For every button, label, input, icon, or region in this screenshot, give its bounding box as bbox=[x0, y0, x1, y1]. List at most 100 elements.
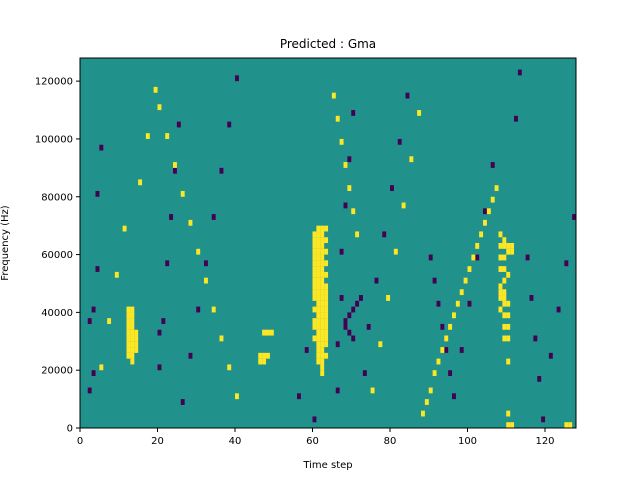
heatmap-cell-high bbox=[99, 364, 104, 371]
heatmap-cell-high bbox=[126, 306, 131, 313]
heatmap-cell-high bbox=[316, 358, 321, 365]
heatmap-cell-low bbox=[165, 260, 170, 267]
heatmap-cell-high bbox=[498, 306, 503, 313]
heatmap-cell-high bbox=[316, 271, 321, 278]
heatmap-cell-low bbox=[180, 399, 185, 405]
heatmap-cell-high bbox=[180, 190, 185, 197]
heatmap-cell-low bbox=[188, 352, 193, 359]
heatmap-cell-high bbox=[506, 335, 511, 342]
heatmap-cell-high bbox=[312, 306, 317, 313]
heatmap-cell-high bbox=[126, 335, 131, 342]
heatmap-cell-low bbox=[343, 318, 348, 324]
heatmap-cell-high bbox=[316, 254, 321, 261]
x-tick-label: 0 bbox=[77, 436, 83, 447]
heatmap-cell-high bbox=[320, 323, 325, 330]
heatmap-cell-high bbox=[266, 329, 270, 336]
heatmap-cell-high bbox=[324, 312, 329, 319]
heatmap-cell-high bbox=[502, 312, 507, 319]
heatmap-cell-high bbox=[401, 202, 406, 209]
heatmap-cell-low bbox=[362, 370, 367, 377]
heatmap-cell-high bbox=[568, 422, 573, 429]
heatmap-cell-high bbox=[320, 312, 325, 319]
heatmap-cell-low bbox=[382, 231, 387, 238]
heatmap-cell-high bbox=[266, 352, 270, 359]
heatmap-cell-high bbox=[227, 364, 232, 371]
y-tick-label: 60000 bbox=[41, 250, 73, 261]
heatmap-cell-high bbox=[502, 300, 507, 307]
heatmap-cell-high bbox=[316, 237, 321, 244]
heatmap-cell-high bbox=[498, 295, 503, 301]
heatmap-cell-high bbox=[312, 266, 317, 272]
heatmap-cell-high bbox=[316, 243, 321, 249]
heatmap-cell-low bbox=[397, 138, 402, 145]
heatmap-cell-low bbox=[343, 202, 348, 209]
heatmap-cell-low bbox=[91, 370, 96, 377]
heatmap-cell-high bbox=[502, 237, 507, 244]
heatmap-cell-high bbox=[564, 422, 569, 429]
heatmap-cell-high bbox=[130, 306, 135, 313]
heatmap-cell-high bbox=[320, 266, 325, 272]
heatmap-cell-low bbox=[556, 306, 561, 313]
y-tick-label: 0 bbox=[67, 424, 73, 435]
heatmap-cell-high bbox=[320, 248, 325, 255]
heatmap-cell-low bbox=[87, 318, 92, 324]
heatmap-cell-high bbox=[428, 387, 433, 394]
x-tick-label: 40 bbox=[229, 436, 242, 447]
heatmap-cell-low bbox=[335, 341, 340, 348]
heatmap-cell-high bbox=[235, 393, 239, 400]
heatmap-cell-low bbox=[95, 266, 100, 272]
x-tick-label: 100 bbox=[458, 436, 477, 447]
heatmap-cell-high bbox=[471, 254, 476, 261]
heatmap-cell-high bbox=[324, 300, 329, 307]
heatmap-cell-high bbox=[157, 104, 162, 111]
x-axis-label: Time step bbox=[302, 460, 352, 471]
heatmap-cell-high bbox=[320, 364, 325, 371]
heatmap-cell-high bbox=[506, 243, 511, 249]
heatmap-cell-low bbox=[537, 375, 542, 382]
heatmap-cell-low bbox=[541, 416, 546, 423]
heatmap-cell-high bbox=[320, 283, 325, 290]
heatmap-cell-high bbox=[316, 300, 321, 307]
heatmap-cell-low bbox=[347, 312, 352, 319]
heatmap-cell-high bbox=[490, 196, 495, 203]
heatmap-cell-high bbox=[312, 260, 317, 267]
heatmap-cell-high bbox=[316, 231, 321, 238]
heatmap-cell-high bbox=[320, 347, 325, 353]
heatmap-cell-high bbox=[436, 358, 441, 365]
heatmap-cell-low bbox=[475, 254, 480, 261]
heatmap-cell-high bbox=[506, 410, 511, 417]
heatmap-cell-low bbox=[467, 300, 472, 307]
heatmap-cell-high bbox=[347, 185, 352, 192]
heatmap-cell-high bbox=[316, 318, 321, 324]
heatmap-cell-high bbox=[444, 335, 449, 342]
heatmap-cell-high bbox=[262, 352, 267, 359]
heatmap-cell-high bbox=[312, 323, 317, 330]
heatmap-cell-high bbox=[506, 271, 511, 278]
heatmap-cell-high bbox=[130, 335, 135, 342]
heatmap-cell-high bbox=[459, 289, 464, 296]
heatmap-cell-high bbox=[312, 243, 317, 249]
heatmap-cell-high bbox=[188, 219, 193, 226]
heatmap-cell-high bbox=[378, 341, 383, 348]
heatmap-cell-high bbox=[506, 300, 511, 307]
heatmap-cell-low bbox=[405, 92, 410, 99]
heatmap-cell-high bbox=[432, 370, 437, 377]
heatmap-cell-low bbox=[157, 364, 162, 371]
heatmap-cell-high bbox=[269, 329, 274, 336]
heatmap-cell-high bbox=[502, 243, 507, 249]
heatmap-cell-high bbox=[506, 323, 511, 330]
y-tick-label: 20000 bbox=[41, 366, 73, 377]
heatmap-cell-high bbox=[335, 115, 340, 122]
heatmap-cell-high bbox=[312, 237, 317, 244]
heatmap-cell-high bbox=[506, 248, 511, 255]
x-tick-label: 20 bbox=[151, 436, 164, 447]
heatmap-cell-high bbox=[506, 358, 511, 365]
heatmap-cell-high bbox=[324, 352, 329, 359]
heatmap-cell-low bbox=[374, 277, 379, 284]
heatmap-cell-low bbox=[227, 121, 232, 128]
heatmap-cell-low bbox=[173, 167, 177, 174]
heatmap-cell-low bbox=[351, 110, 356, 116]
heatmap-cell-high bbox=[312, 231, 317, 238]
heatmap-cell-low bbox=[91, 306, 96, 313]
